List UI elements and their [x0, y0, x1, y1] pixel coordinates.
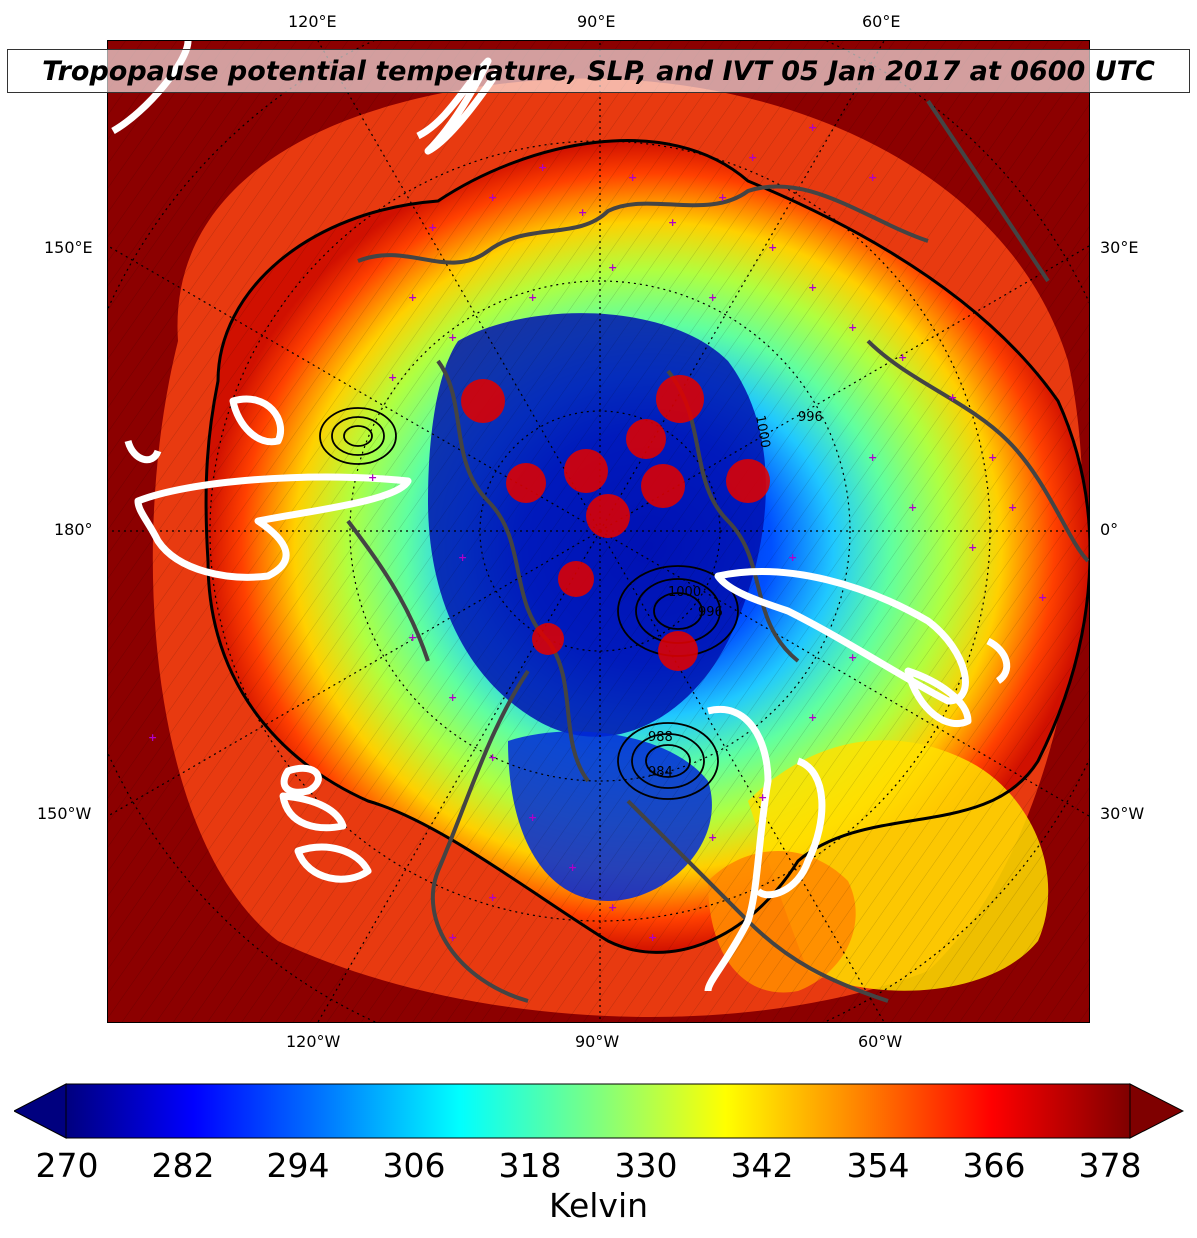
svg-text:+: + [408, 631, 417, 644]
svg-text:+: + [488, 191, 497, 204]
svg-text:+: + [608, 261, 617, 274]
colorbar-tick: 378 [1078, 1146, 1142, 1185]
lon-label-right: 30°E [1100, 238, 1139, 257]
svg-text:+: + [458, 551, 467, 564]
svg-text:+: + [628, 171, 637, 184]
svg-text:+: + [578, 206, 587, 219]
svg-text:+: + [488, 751, 497, 764]
colorbar-gradient [65, 1083, 1131, 1139]
svg-text:+: + [708, 291, 717, 304]
colorbar-tick: 306 [382, 1146, 446, 1185]
svg-text:+: + [608, 901, 617, 914]
colorbar-min-extension [14, 1083, 67, 1139]
svg-text:+: + [908, 501, 917, 514]
svg-text:+: + [528, 291, 537, 304]
svg-text:+: + [708, 831, 717, 844]
colorbar-max-extension [1129, 1083, 1184, 1139]
lon-label-bottom: 90°W [575, 1032, 620, 1051]
svg-text:+: + [408, 291, 417, 304]
colorbar-tick: 282 [151, 1146, 215, 1185]
svg-text:+: + [448, 331, 457, 344]
svg-text:+: + [898, 351, 907, 364]
svg-text:+: + [868, 171, 877, 184]
lon-label-top: 90°E [577, 12, 616, 31]
ivt-contours [111, 41, 1011, 992]
tropopause-boundary [204, 139, 1089, 954]
svg-text:+: + [448, 931, 457, 944]
colorbar [14, 1083, 1184, 1139]
svg-text:+: + [368, 471, 377, 484]
svg-text:+: + [528, 811, 537, 824]
colorbar-tick: 294 [266, 1146, 330, 1185]
svg-text:+: + [808, 281, 817, 294]
svg-text:+: + [668, 216, 677, 229]
svg-text:+: + [868, 451, 877, 464]
slp-low-south [617, 722, 719, 800]
svg-text:+: + [648, 931, 657, 944]
svg-text:+: + [538, 161, 547, 174]
station-markers: ++++ ++++ ++++ ++++ ++++ ++++ ++++ ++++ … [148, 121, 1047, 944]
colorbar-tick: 342 [730, 1146, 794, 1185]
svg-text:+: + [768, 241, 777, 254]
colorbar-tick: 318 [498, 1146, 562, 1185]
svg-text:+: + [748, 151, 757, 164]
svg-text:+: + [848, 321, 857, 334]
svg-text:+: + [568, 861, 577, 874]
svg-text:+: + [718, 191, 727, 204]
slp-label: 1000 [752, 414, 773, 449]
svg-text:+: + [388, 371, 397, 384]
slp-label: 988 [648, 730, 673, 745]
lon-label-bottom: 60°W [858, 1032, 903, 1051]
slp-label: 1000 [668, 585, 701, 600]
svg-text:+: + [1038, 591, 1047, 604]
lon-label-right: 0° [1100, 520, 1119, 539]
svg-text:+: + [448, 691, 457, 704]
svg-text:+: + [948, 391, 957, 404]
slp-contour-labels: 1000 996 988 984 1000 996 [648, 410, 823, 780]
coastlines [346, 99, 1089, 1003]
svg-text:+: + [848, 651, 857, 664]
lon-label-bottom: 120°W [286, 1032, 341, 1051]
svg-text:+: + [1008, 501, 1017, 514]
svg-text:+: + [758, 791, 767, 804]
map-title-box: Tropopause potential temperature, SLP, a… [7, 49, 1190, 93]
slp-low-left [319, 407, 397, 465]
svg-text:+: + [488, 891, 497, 904]
slp-label: 996 [798, 410, 823, 425]
svg-text:+: + [808, 711, 817, 724]
high-ivt-blobs [461, 375, 770, 671]
svg-text:+: + [808, 121, 817, 134]
svg-text:+: + [428, 221, 437, 234]
svg-text:+: + [968, 541, 977, 554]
map-panel: + + + + + + + + + + + + + + + + + + + + + + + + + + + + + + + + … [107, 40, 1090, 1023]
tropopause-theta-map: ++++ ++++ ++++ ++++ ++++ ++++ ++++ ++++ … [108, 41, 1089, 1022]
svg-text:+: + [988, 451, 997, 464]
lon-label-top: 60°E [862, 12, 901, 31]
colorbar-tick: 330 [614, 1146, 678, 1185]
lon-label-right: 30°W [1100, 804, 1145, 823]
svg-text:+: + [148, 731, 157, 744]
lon-label-left: 180° [54, 520, 93, 539]
colorbar-tick: 270 [35, 1146, 99, 1185]
slp-label: 996 [698, 605, 723, 620]
map-title: Tropopause potential temperature, SLP, a… [42, 55, 1155, 87]
colorbar-tick: 354 [846, 1146, 910, 1185]
svg-text:+: + [788, 551, 797, 564]
colorbar-tick: 366 [962, 1146, 1026, 1185]
lon-label-left: 150°W [37, 804, 92, 823]
lon-label-top: 120°E [288, 12, 337, 31]
lon-label-left: 150°E [44, 238, 93, 257]
slp-label: 984 [648, 765, 673, 780]
colorbar-label: Kelvin [548, 1186, 649, 1225]
